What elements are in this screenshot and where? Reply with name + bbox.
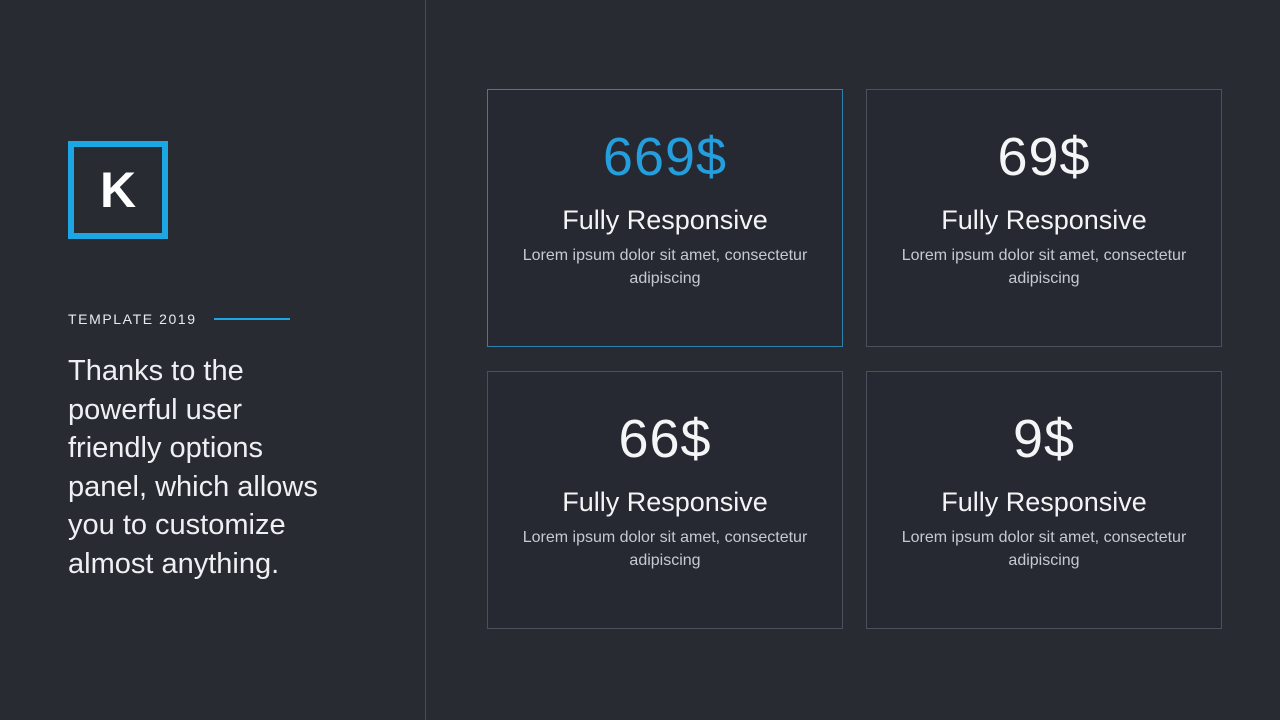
pricing-card: 9$ Fully Responsive Lorem ipsum dolor si… xyxy=(866,371,1222,629)
card-title: Fully Responsive xyxy=(562,487,768,518)
kicker-underline xyxy=(213,318,290,320)
pricing-card: 69$ Fully Responsive Lorem ipsum dolor s… xyxy=(866,89,1222,347)
pricing-card: 669$ Fully Responsive Lorem ipsum dolor … xyxy=(487,89,843,347)
kicker-label: TEMPLATE 2019 xyxy=(68,311,197,327)
kicker-row: TEMPLATE 2019 xyxy=(68,311,290,327)
price-value: 69$ xyxy=(997,127,1091,187)
pricing-card: 66$ Fully Responsive Lorem ipsum dolor s… xyxy=(487,371,843,629)
logo-badge: K xyxy=(68,141,168,239)
price-value: 669$ xyxy=(602,127,728,187)
card-title: Fully Responsive xyxy=(941,487,1147,518)
intro-paragraph: Thanks to the powerful user friendly opt… xyxy=(68,355,318,580)
price-value: 66$ xyxy=(618,409,712,469)
card-description: Lorem ipsum dolor sit amet, consectetur … xyxy=(901,529,1187,570)
card-description: Lorem ipsum dolor sit amet, consectetur … xyxy=(522,529,808,570)
card-description: Lorem ipsum dolor sit amet, consectetur … xyxy=(522,247,808,288)
card-title: Fully Responsive xyxy=(562,205,768,236)
card-description: Lorem ipsum dolor sit amet, consectetur … xyxy=(901,247,1187,288)
logo-letter: K xyxy=(99,162,137,218)
pricing-grid: 669$ Fully Responsive Lorem ipsum dolor … xyxy=(487,89,1222,629)
card-title: Fully Responsive xyxy=(941,205,1147,236)
panel-divider xyxy=(425,0,426,720)
price-value: 9$ xyxy=(1012,409,1076,469)
